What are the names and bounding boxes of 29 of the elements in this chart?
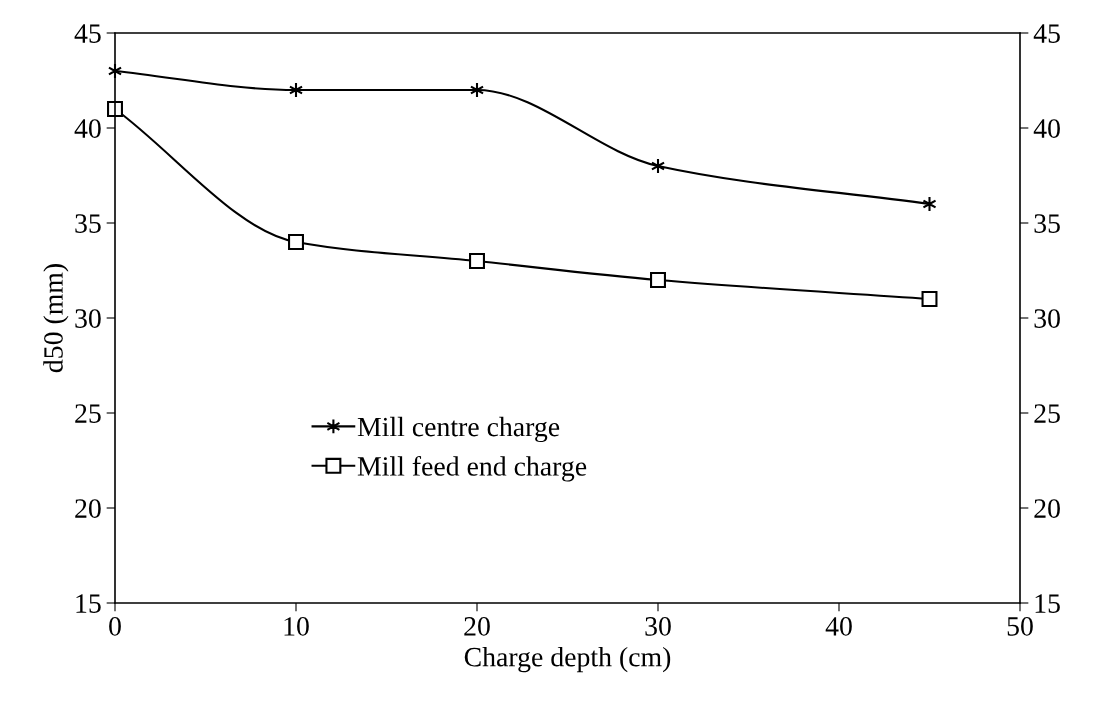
point: [650, 272, 666, 288]
x-tick-label: 50: [1007, 617, 1033, 636]
y-axis-title: d50 (mm): [43, 264, 69, 373]
x-tick-label: 40: [825, 617, 852, 636]
y-tick-label: 35: [75, 214, 101, 233]
y2-tick-label: 30: [1034, 309, 1060, 328]
y-tick-label: 25: [75, 404, 101, 423]
y2-tick-label: 15: [1035, 594, 1060, 613]
y-tick-label: 45: [74, 24, 101, 43]
y2-tick-label: 45: [1033, 24, 1060, 43]
y-tick-label: 20: [75, 499, 101, 518]
x-tick-label: 30: [645, 617, 671, 636]
x-axis-title: Charge depth (cm): [464, 646, 671, 673]
y2-tick-label: 35: [1034, 214, 1060, 233]
y-tick-label: 40: [74, 119, 101, 138]
y-tick-label: 15: [76, 594, 101, 613]
y2-tick-label: 20: [1034, 499, 1060, 518]
y-tick-label: 30: [75, 309, 101, 328]
point: [921, 291, 938, 307]
x-tick-label: 0: [109, 617, 121, 636]
point: [288, 234, 304, 250]
x-tick-label: 20: [464, 617, 490, 636]
y2-tick-label: 25: [1034, 404, 1060, 423]
point: [469, 253, 485, 269]
x-tick-label: 10: [284, 617, 309, 636]
point: [922, 196, 937, 212]
legend-label: Mill feed end charge: [357, 455, 587, 482]
y2-tick-label: 40: [1033, 119, 1060, 138]
legend-label: Mill centre charge: [357, 416, 560, 443]
